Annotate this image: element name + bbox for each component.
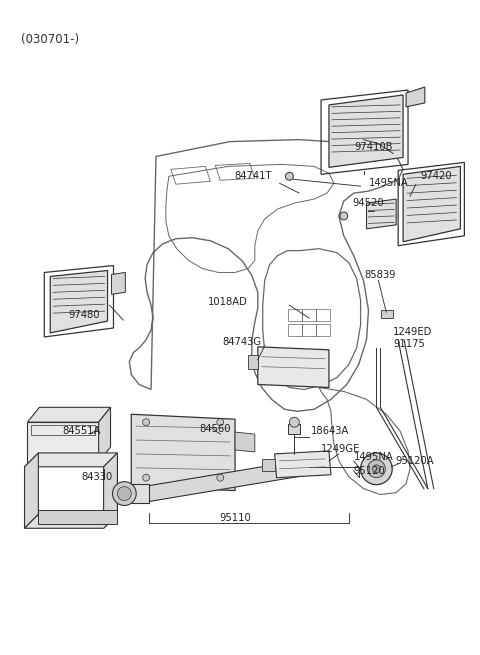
Circle shape <box>143 474 150 481</box>
Polygon shape <box>288 424 300 434</box>
Text: 1249GE: 1249GE <box>321 444 360 454</box>
Circle shape <box>217 419 224 426</box>
Text: 1495NA: 1495NA <box>354 452 394 462</box>
Text: 97410B: 97410B <box>355 141 393 151</box>
Text: 97480: 97480 <box>68 310 99 320</box>
Polygon shape <box>329 95 403 168</box>
Polygon shape <box>262 459 275 471</box>
Circle shape <box>372 465 380 473</box>
Polygon shape <box>403 166 460 242</box>
Text: 84560: 84560 <box>200 424 231 434</box>
Circle shape <box>217 474 224 481</box>
Text: (030701-): (030701-) <box>21 33 79 46</box>
Polygon shape <box>111 272 125 294</box>
Polygon shape <box>24 514 118 529</box>
Polygon shape <box>276 454 319 476</box>
Polygon shape <box>248 355 258 369</box>
Polygon shape <box>406 87 425 107</box>
Polygon shape <box>275 451 331 477</box>
Polygon shape <box>258 347 329 388</box>
Text: 84741T: 84741T <box>234 172 272 181</box>
Polygon shape <box>104 453 118 529</box>
Circle shape <box>118 487 131 500</box>
Polygon shape <box>131 414 235 491</box>
Circle shape <box>143 419 150 426</box>
Text: 95120A: 95120A <box>395 456 434 466</box>
Text: 84551A: 84551A <box>62 426 101 436</box>
Polygon shape <box>131 483 149 504</box>
Circle shape <box>340 212 348 220</box>
Polygon shape <box>50 271 108 333</box>
Polygon shape <box>99 407 110 462</box>
Text: 1018AD: 1018AD <box>208 297 248 307</box>
Polygon shape <box>38 510 118 524</box>
Text: 1495NA: 1495NA <box>369 178 408 188</box>
Polygon shape <box>235 432 255 452</box>
Polygon shape <box>27 422 99 462</box>
Polygon shape <box>149 459 309 502</box>
Text: 84330: 84330 <box>81 472 112 481</box>
Circle shape <box>289 417 300 427</box>
Circle shape <box>360 453 392 485</box>
Text: 95110: 95110 <box>219 514 251 523</box>
Polygon shape <box>367 199 396 229</box>
Polygon shape <box>27 407 110 422</box>
Text: 18643A: 18643A <box>311 426 349 436</box>
Circle shape <box>286 172 293 180</box>
Text: 94520: 94520 <box>353 198 384 208</box>
Polygon shape <box>24 453 38 529</box>
Text: 1249ED: 1249ED <box>393 327 432 337</box>
Text: 95120: 95120 <box>354 466 385 476</box>
Circle shape <box>112 481 136 506</box>
Text: 85839: 85839 <box>365 271 396 280</box>
Circle shape <box>368 460 385 477</box>
Polygon shape <box>381 310 393 318</box>
Text: 84743G: 84743G <box>223 337 262 347</box>
Polygon shape <box>24 453 118 467</box>
Text: 91175: 91175 <box>393 339 425 349</box>
Text: 97420: 97420 <box>420 172 452 181</box>
